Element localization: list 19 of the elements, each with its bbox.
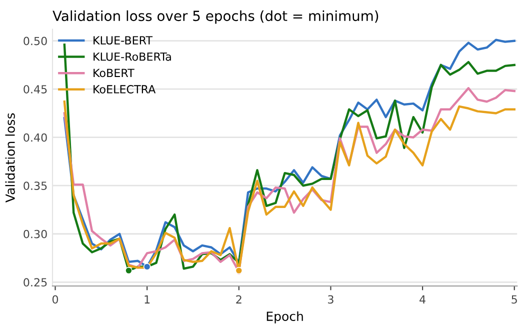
legend-label: KoBERT <box>94 68 134 78</box>
y-tick-label: 0.45 <box>24 85 47 94</box>
x-tick-label: 5 <box>512 295 517 304</box>
x-tick-label: 2 <box>236 295 242 304</box>
y-tick-label: 0.30 <box>24 230 47 238</box>
x-axis-title: Epoch <box>266 311 303 324</box>
y-tick-label: 0.35 <box>24 182 47 190</box>
x-tick-label: 0 <box>52 295 58 304</box>
legend-label: KoELECTRA <box>94 85 156 94</box>
chart-title: Validation loss over 5 epochs (dot = minimum) <box>52 10 378 24</box>
legend-label: KLUE-BERT <box>94 36 153 45</box>
legend-label: KLUE-RoBERTa <box>94 52 171 61</box>
x-tick-label: 1 <box>144 295 150 304</box>
y-tick-label: 0.50 <box>24 36 47 46</box>
y-tick-label: 0.40 <box>24 133 47 142</box>
x-tick-label: 3 <box>328 295 334 304</box>
x-tick-label: 4 <box>420 295 426 304</box>
y-axis-title: Validation loss <box>5 113 15 202</box>
y-tick-label: 0.25 <box>24 278 47 287</box>
